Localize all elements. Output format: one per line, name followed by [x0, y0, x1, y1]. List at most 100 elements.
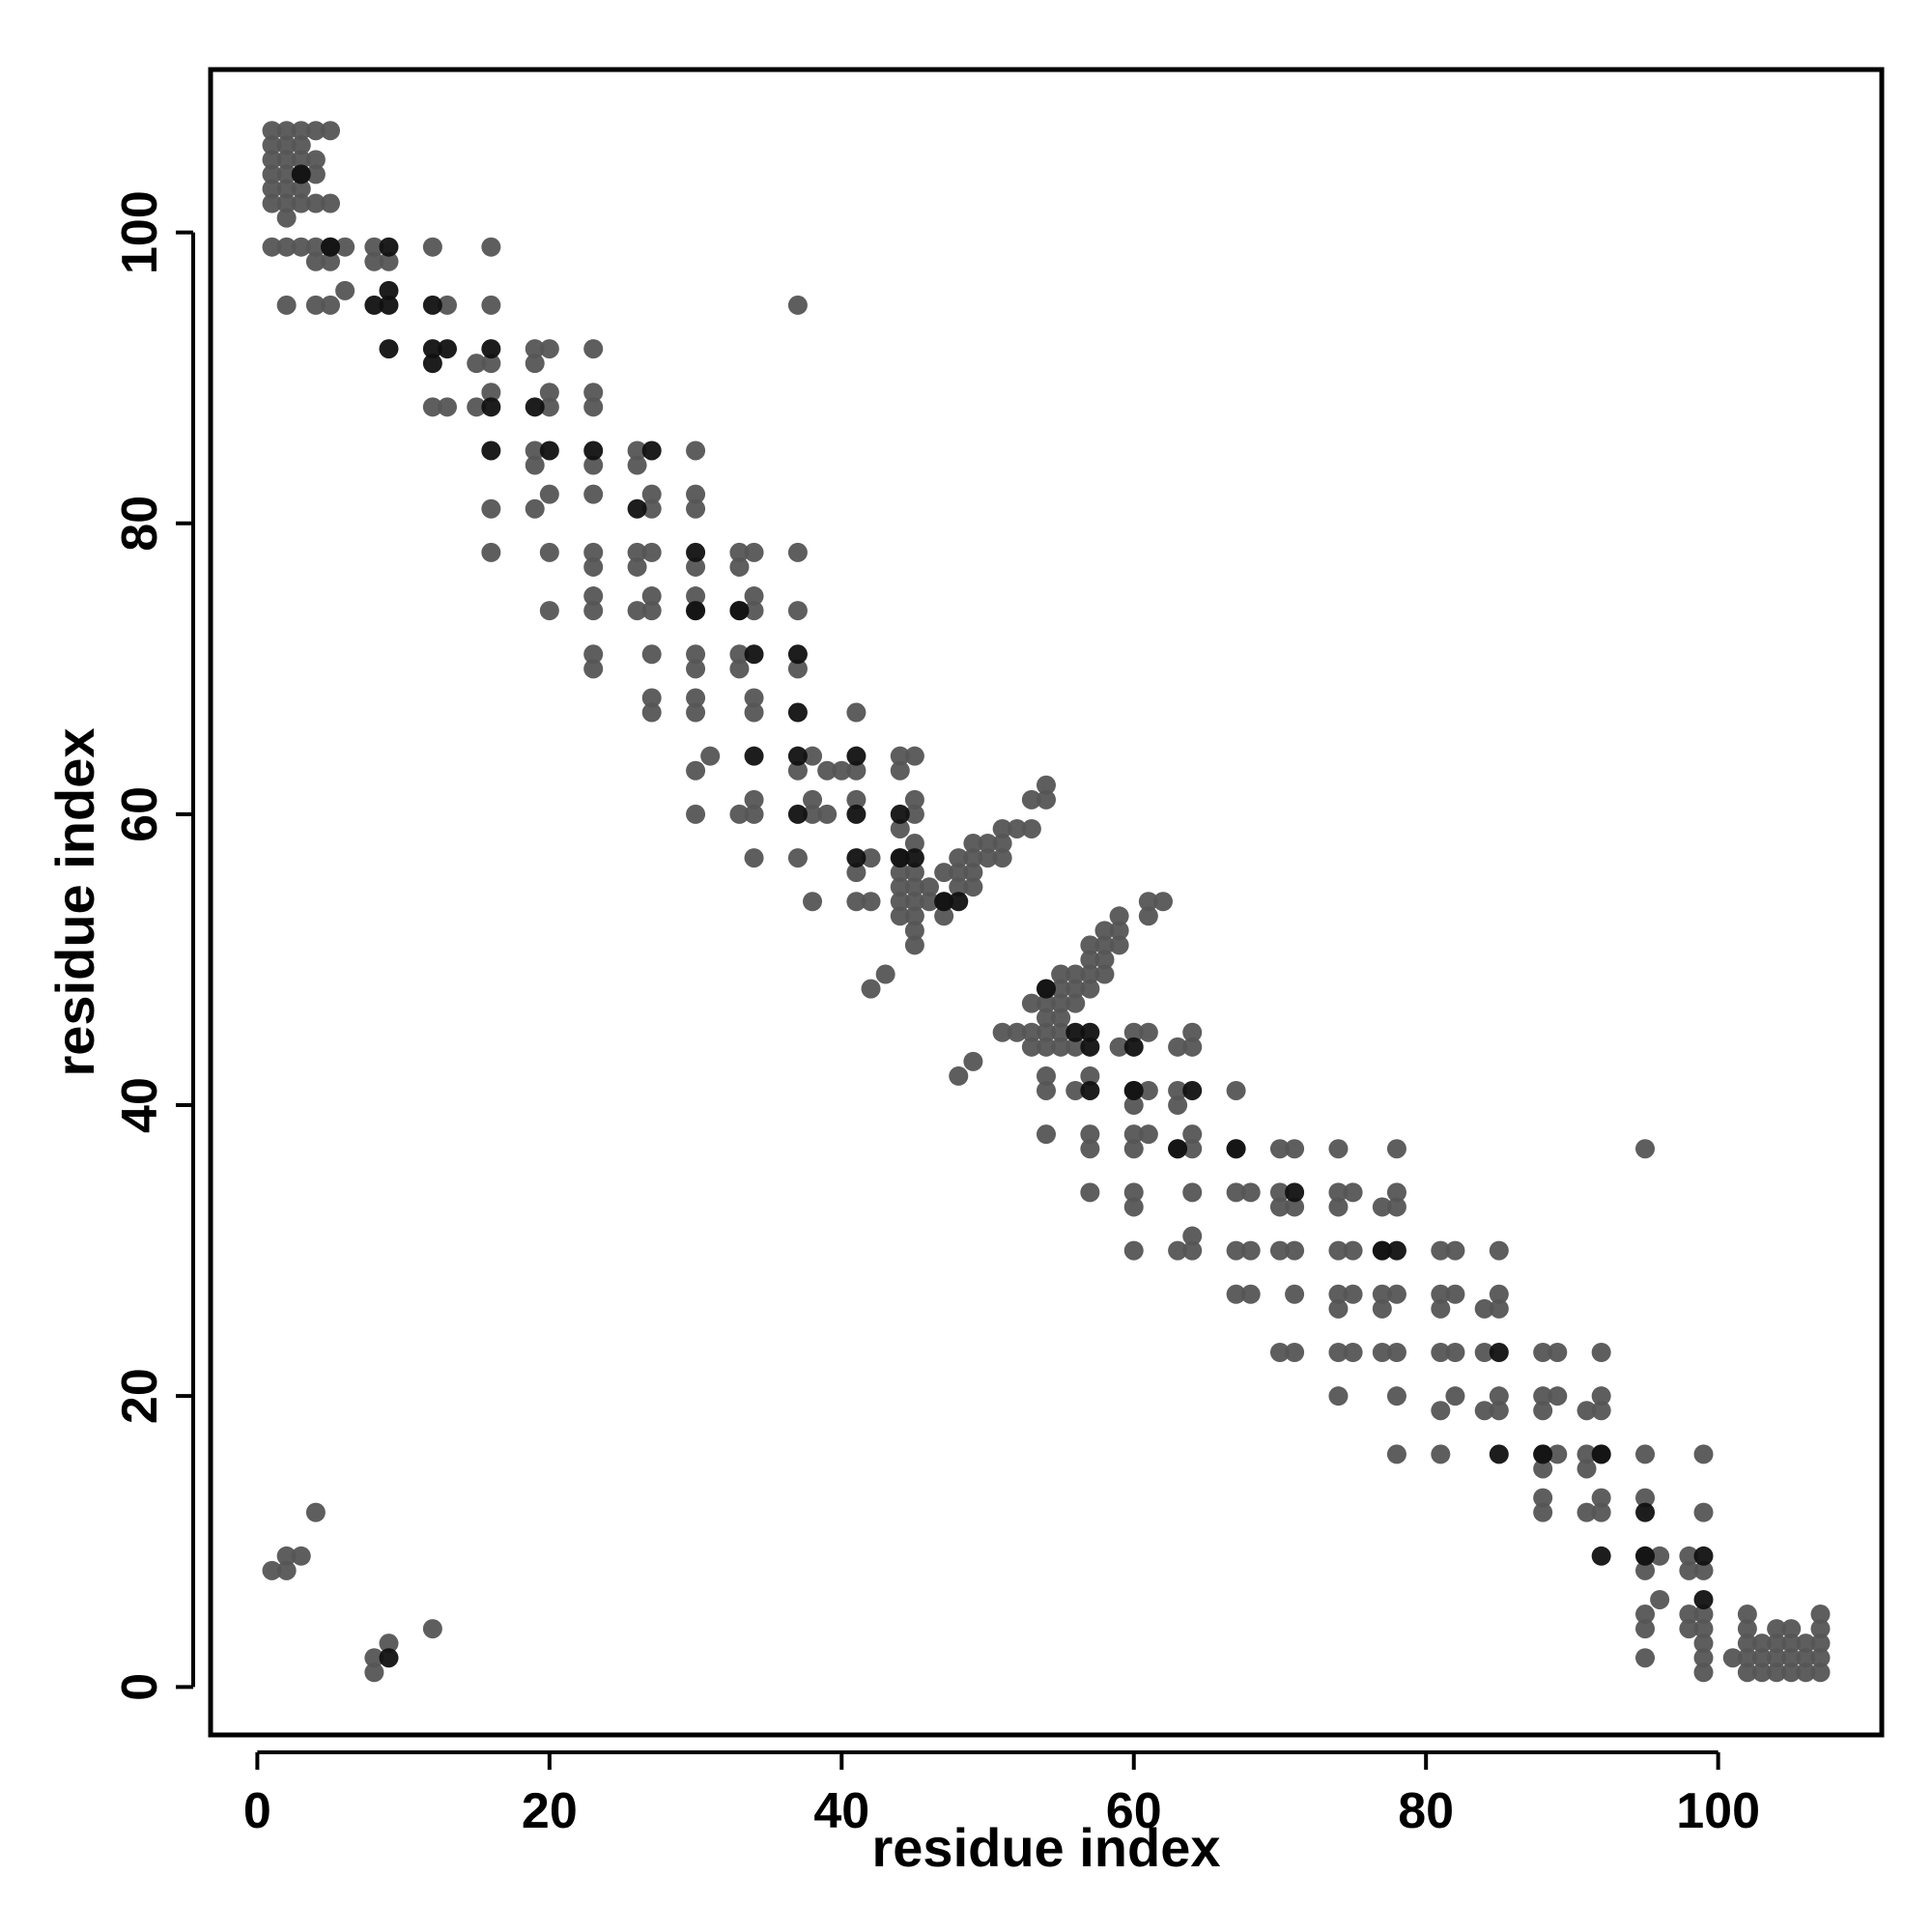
data-point	[262, 193, 282, 213]
data-point	[1445, 1386, 1465, 1406]
data-point	[1094, 950, 1115, 970]
data-point	[686, 440, 706, 461]
data-point	[1693, 1619, 1714, 1639]
data-point-dark	[744, 644, 764, 665]
data-point	[1065, 979, 1086, 999]
data-point	[467, 354, 487, 374]
data-point-dark	[787, 746, 808, 766]
data-point	[904, 804, 924, 824]
data-point	[1240, 1182, 1261, 1203]
data-point	[949, 877, 969, 897]
data-point	[1065, 964, 1086, 984]
data-point	[1796, 1634, 1816, 1654]
data-point	[1591, 1502, 1611, 1522]
data-point	[744, 848, 764, 868]
data-point	[276, 193, 297, 213]
data-point-dark	[787, 702, 808, 723]
data-point	[481, 295, 501, 315]
data-point	[1285, 1284, 1305, 1304]
data-point	[437, 295, 457, 315]
y-tick-label: 0	[112, 1673, 168, 1701]
data-point	[1533, 1459, 1553, 1479]
data-point	[1751, 1648, 1772, 1668]
data-point	[1037, 993, 1056, 1013]
data-point	[1693, 1634, 1714, 1654]
data-point	[1123, 1022, 1144, 1042]
data-point	[525, 339, 545, 359]
data-point-dark	[1635, 1502, 1656, 1522]
data-point	[262, 150, 282, 170]
data-point-dark	[627, 498, 647, 519]
data-point	[992, 834, 1012, 854]
data-point-dark	[686, 601, 706, 621]
data-point	[686, 659, 706, 679]
data-point	[1751, 1634, 1772, 1654]
data-point	[1051, 1008, 1071, 1028]
data-point	[1489, 1284, 1509, 1304]
data-point	[686, 498, 706, 519]
data-point	[1328, 1240, 1349, 1261]
data-point	[861, 979, 881, 999]
data-point	[1591, 1488, 1611, 1508]
data-point	[1226, 1080, 1246, 1100]
data-point-dark	[1533, 1444, 1553, 1464]
data-point	[1269, 1343, 1290, 1363]
data-point	[1386, 1386, 1406, 1406]
data-point	[846, 702, 867, 723]
data-point	[1109, 1037, 1129, 1057]
data-point	[1635, 1619, 1656, 1639]
data-point	[1051, 964, 1071, 984]
data-point	[1489, 1298, 1509, 1319]
data-point	[1080, 935, 1100, 955]
data-point	[583, 542, 604, 562]
data-point	[481, 383, 501, 403]
data-point	[904, 877, 924, 897]
data-point	[379, 1634, 399, 1654]
data-point	[1489, 1386, 1509, 1406]
points-layer	[262, 121, 1831, 1683]
data-point	[1138, 1080, 1158, 1100]
data-point	[1635, 1444, 1656, 1464]
data-point	[539, 383, 559, 403]
data-point-dark	[904, 848, 924, 868]
data-point	[321, 251, 341, 271]
data-point	[1080, 1065, 1100, 1086]
data-point	[904, 746, 924, 766]
x-axis-title: residue index	[871, 1817, 1220, 1878]
data-point-dark	[1386, 1240, 1406, 1261]
data-point	[627, 542, 647, 562]
data-point	[276, 1546, 297, 1566]
data-point	[1343, 1343, 1363, 1363]
data-point	[1328, 1139, 1349, 1159]
data-point	[291, 150, 311, 170]
data-point-dark	[379, 1648, 399, 1668]
data-point	[422, 1619, 442, 1639]
data-point	[1021, 1037, 1041, 1057]
data-point	[641, 498, 662, 519]
data-point	[627, 601, 647, 621]
data-point-dark	[846, 804, 867, 824]
data-point	[539, 339, 559, 359]
data-point	[1328, 1298, 1349, 1319]
data-point	[963, 848, 983, 868]
data-point	[787, 848, 808, 868]
data-point	[803, 746, 823, 766]
data-point	[1182, 1022, 1203, 1042]
data-point	[1767, 1662, 1787, 1683]
data-point	[539, 542, 559, 562]
y-tick-label: 80	[112, 496, 168, 552]
data-point	[1431, 1401, 1451, 1421]
data-point	[846, 789, 867, 810]
data-point	[525, 498, 545, 519]
data-point	[1781, 1662, 1802, 1683]
data-point	[1051, 1037, 1071, 1057]
data-point	[1386, 1444, 1406, 1464]
data-point-dark	[1591, 1546, 1611, 1566]
data-point	[978, 834, 998, 854]
data-point	[1679, 1605, 1699, 1625]
data-point	[817, 760, 838, 781]
data-point	[1343, 1182, 1363, 1203]
data-point-dark	[379, 280, 399, 300]
data-point	[525, 440, 545, 461]
